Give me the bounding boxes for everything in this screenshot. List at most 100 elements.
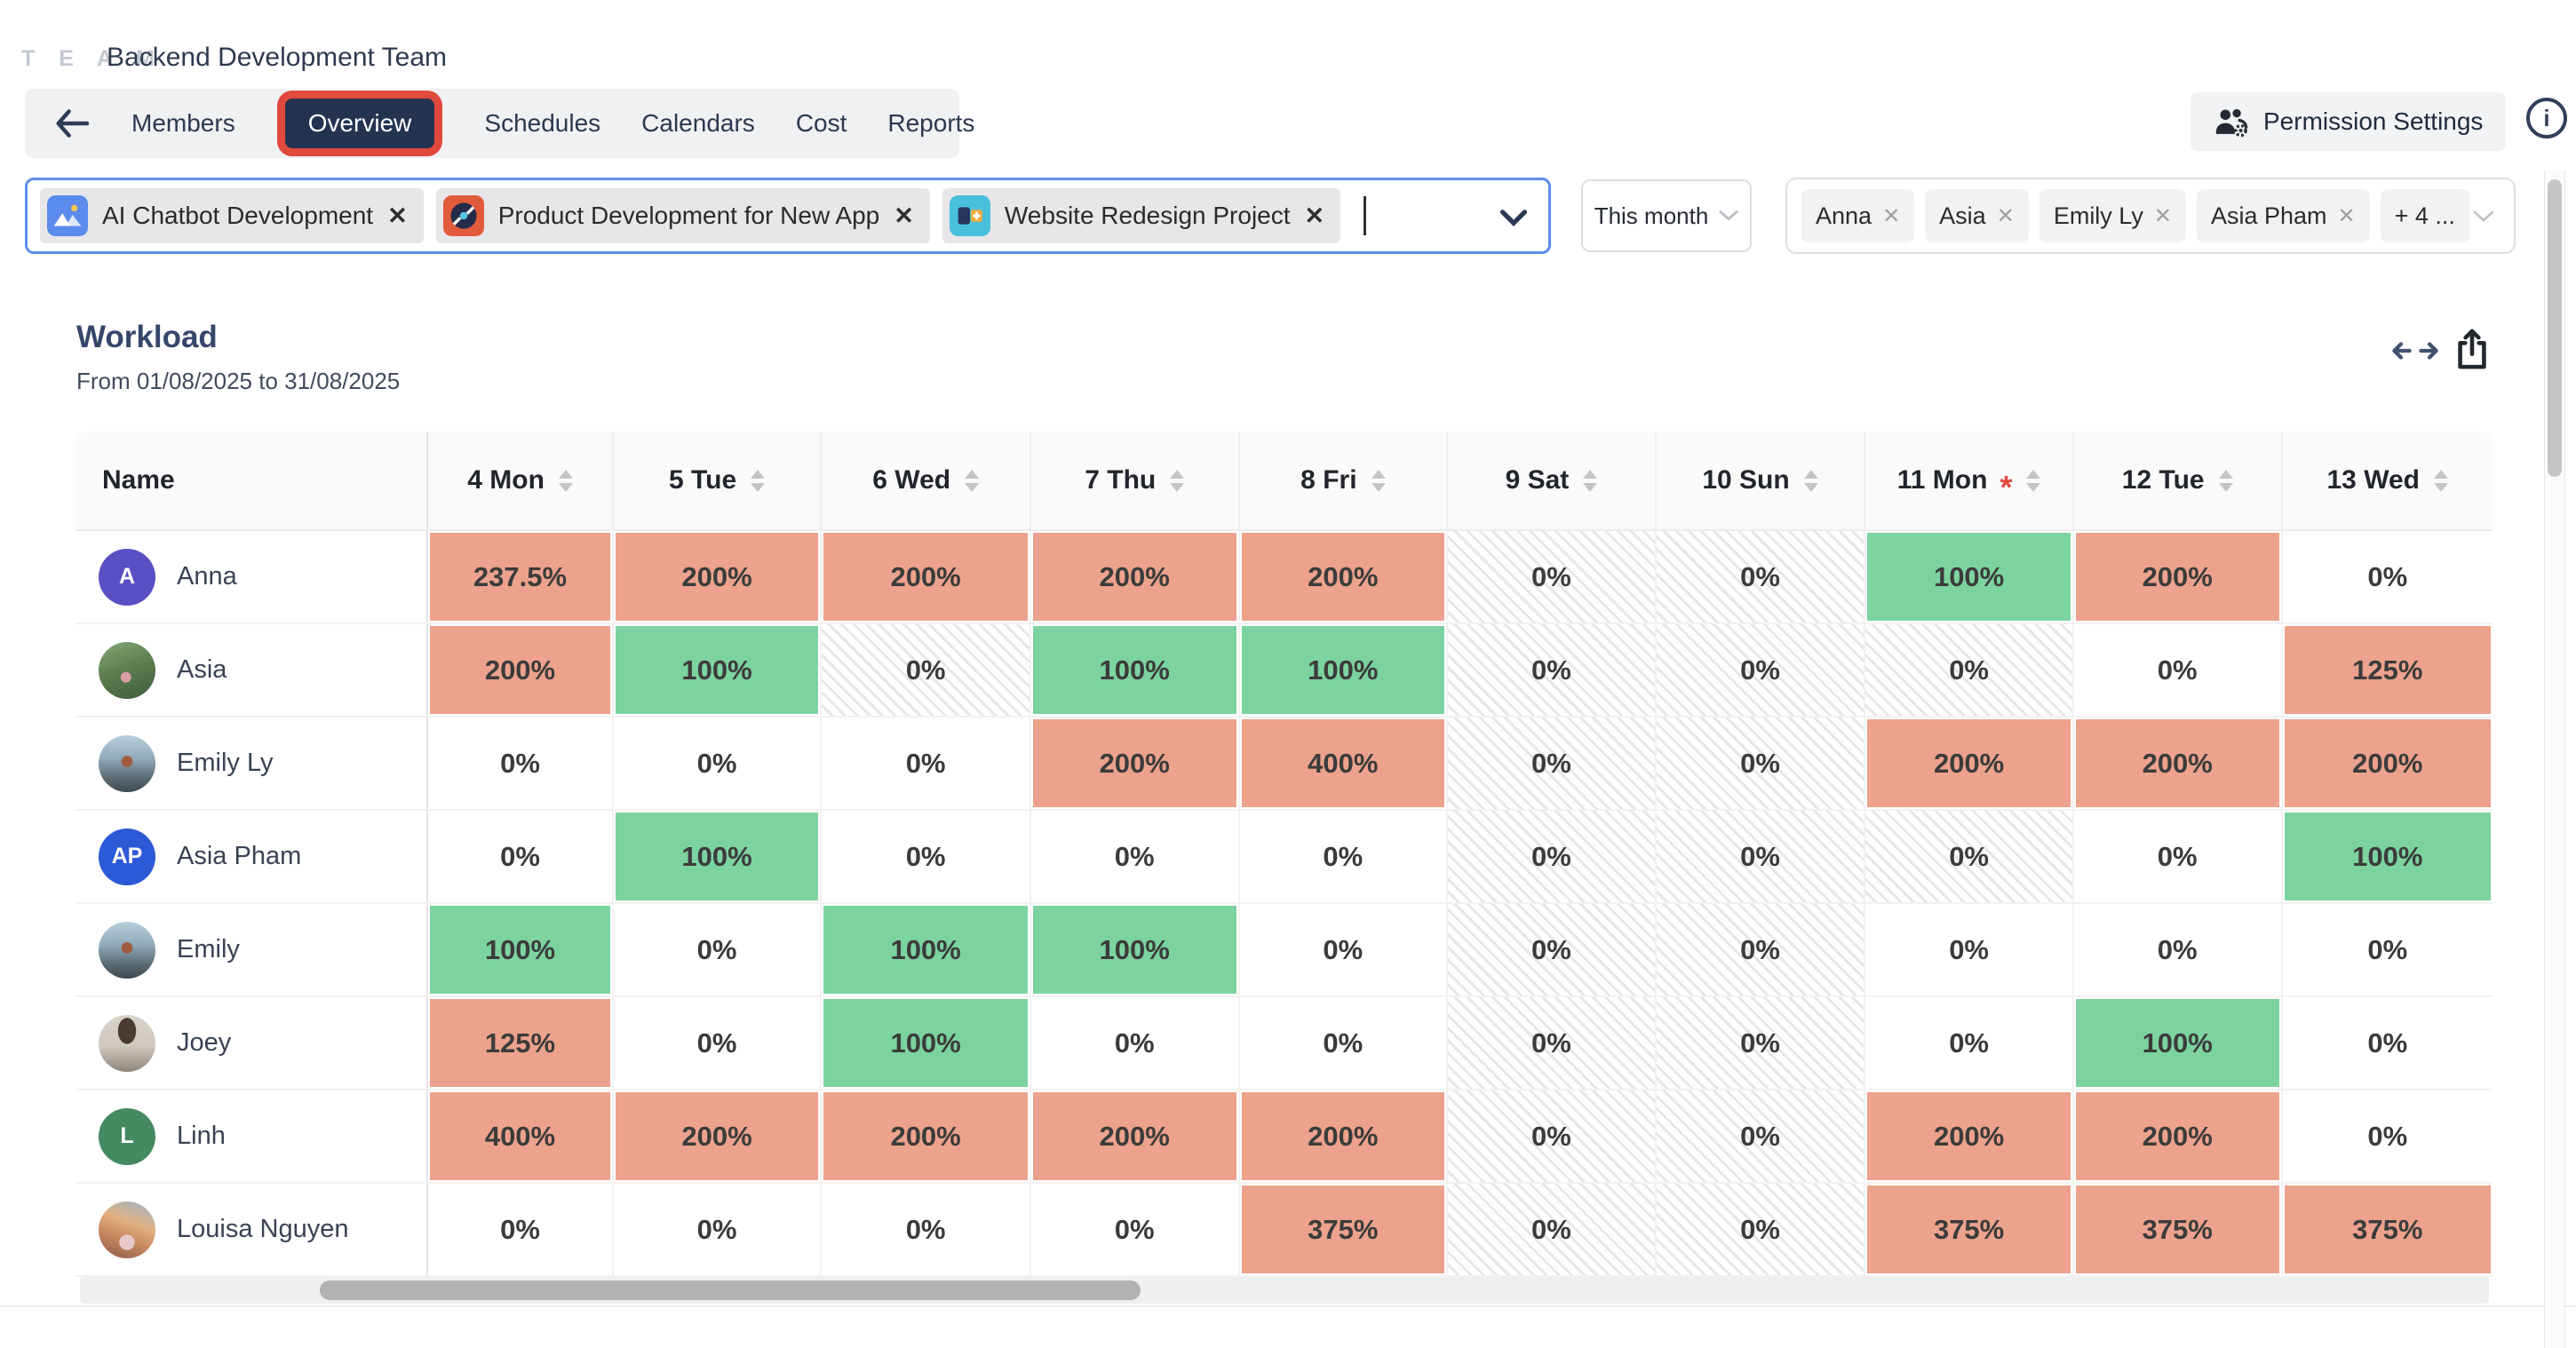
sort-icon[interactable] bbox=[558, 469, 573, 492]
permission-settings-button[interactable]: Permission Settings bbox=[2190, 92, 2507, 151]
workload-cell[interactable]: 200% bbox=[2071, 531, 2281, 622]
chip-remove-icon[interactable]: ✕ bbox=[387, 202, 408, 229]
workload-cell[interactable]: 200% bbox=[1029, 718, 1238, 809]
member-chip[interactable]: Asia ✕ bbox=[1925, 189, 2029, 242]
workload-cell[interactable]: 0% bbox=[820, 1184, 1030, 1275]
tab-calendars[interactable]: Calendars bbox=[641, 109, 755, 137]
member-chip[interactable]: Emily Ly ✕ bbox=[2039, 189, 2186, 242]
workload-cell[interactable]: 0% bbox=[1654, 1090, 1864, 1182]
member-more-chip[interactable]: + 4 ... bbox=[2380, 189, 2469, 242]
date-range-dropdown[interactable]: This month bbox=[1581, 179, 1752, 252]
workload-cell[interactable]: 0% bbox=[820, 718, 1030, 809]
workload-cell[interactable]: 0% bbox=[1029, 1184, 1238, 1275]
chip-remove-icon[interactable]: ✕ bbox=[1882, 203, 1901, 228]
workload-cell[interactable]: 200% bbox=[1029, 1090, 1238, 1182]
workload-cell[interactable]: 200% bbox=[2071, 1090, 2281, 1182]
workload-cell[interactable]: 0% bbox=[1654, 1184, 1864, 1275]
project-chip[interactable]: AI Chatbot Development ✕ bbox=[40, 188, 424, 243]
workload-cell[interactable]: 0% bbox=[1654, 904, 1864, 995]
workload-cell[interactable]: 237.5% bbox=[426, 531, 611, 622]
member-name-cell[interactable]: Emily bbox=[76, 904, 426, 995]
tab-cost[interactable]: Cost bbox=[795, 109, 847, 137]
workload-cell[interactable]: 0% bbox=[611, 718, 821, 809]
workload-cell[interactable]: 0% bbox=[426, 718, 611, 809]
workload-cell[interactable]: 100% bbox=[820, 904, 1030, 995]
workload-cell[interactable]: 0% bbox=[1446, 718, 1655, 809]
workload-cell[interactable]: 0% bbox=[1446, 1090, 1655, 1182]
workload-cell[interactable]: 125% bbox=[426, 997, 611, 1089]
sort-icon[interactable] bbox=[1170, 469, 1185, 492]
member-name-cell[interactable]: Joey bbox=[76, 997, 426, 1089]
workload-cell[interactable]: 375% bbox=[2071, 1184, 2281, 1275]
export-share-button[interactable] bbox=[2452, 327, 2493, 376]
workload-cell[interactable]: 0% bbox=[1864, 997, 2072, 1089]
workload-cell[interactable]: 200% bbox=[1237, 1090, 1447, 1182]
horizontal-scrollbar-thumb[interactable] bbox=[320, 1281, 1141, 1300]
workload-cell[interactable]: 375% bbox=[1864, 1184, 2072, 1275]
workload-cell[interactable]: 0% bbox=[2071, 811, 2281, 902]
workload-cell[interactable]: 0% bbox=[2280, 904, 2493, 995]
workload-cell[interactable]: 0% bbox=[1446, 997, 1655, 1089]
chip-remove-icon[interactable]: ✕ bbox=[2153, 203, 2172, 228]
member-chip[interactable]: Asia Pham ✕ bbox=[2196, 189, 2370, 242]
workload-cell[interactable]: 0% bbox=[2280, 997, 2493, 1089]
workload-cell[interactable]: 400% bbox=[1237, 718, 1447, 809]
workload-cell[interactable]: 400% bbox=[426, 1090, 611, 1182]
sort-icon[interactable] bbox=[965, 469, 980, 492]
workload-cell[interactable]: 200% bbox=[1237, 531, 1447, 622]
workload-cell[interactable]: 0% bbox=[611, 904, 821, 995]
workload-cell[interactable]: 0% bbox=[1237, 997, 1447, 1089]
workload-cell[interactable]: 200% bbox=[1864, 1090, 2072, 1182]
tab-reports[interactable]: Reports bbox=[887, 109, 975, 137]
workload-cell[interactable]: 0% bbox=[1446, 624, 1655, 716]
sort-icon[interactable] bbox=[751, 469, 766, 492]
sort-icon[interactable] bbox=[2218, 469, 2233, 492]
workload-cell[interactable]: 0% bbox=[1446, 531, 1655, 622]
workload-cell[interactable]: 100% bbox=[1237, 624, 1447, 716]
workload-cell[interactable]: 100% bbox=[820, 997, 1030, 1089]
tab-schedules[interactable]: Schedules bbox=[484, 109, 601, 137]
chip-remove-icon[interactable]: ✕ bbox=[1996, 203, 2015, 228]
workload-cell[interactable]: 200% bbox=[611, 531, 821, 622]
workload-cell[interactable]: 200% bbox=[2280, 718, 2493, 809]
workload-cell[interactable]: 200% bbox=[426, 624, 611, 716]
workload-cell[interactable]: 0% bbox=[820, 811, 1030, 902]
workload-cell[interactable]: 0% bbox=[1864, 904, 2072, 995]
sort-icon[interactable] bbox=[1803, 469, 1818, 492]
member-name-cell[interactable]: AP Asia Pham bbox=[76, 811, 426, 902]
member-name-cell[interactable]: Emily Ly bbox=[76, 718, 426, 809]
project-filter-input[interactable]: AI Chatbot Development ✕ Product Developme… bbox=[25, 178, 1551, 254]
workload-cell[interactable]: 0% bbox=[1654, 531, 1864, 622]
info-icon[interactable]: i bbox=[2526, 98, 2567, 139]
sort-icon[interactable] bbox=[2026, 469, 2041, 492]
workload-cell[interactable]: 0% bbox=[2071, 904, 2281, 995]
workload-cell[interactable]: 200% bbox=[1029, 531, 1238, 622]
workload-cell[interactable]: 200% bbox=[820, 1090, 1030, 1182]
workload-cell[interactable]: 0% bbox=[1446, 904, 1655, 995]
sort-icon[interactable] bbox=[1371, 469, 1386, 492]
workload-cell[interactable]: 0% bbox=[2280, 1090, 2493, 1182]
workload-cell[interactable]: 100% bbox=[1029, 624, 1238, 716]
member-name-cell[interactable]: A Anna bbox=[76, 531, 426, 622]
sort-icon[interactable] bbox=[1583, 469, 1598, 492]
chip-remove-icon[interactable]: ✕ bbox=[1304, 202, 1325, 229]
workload-cell[interactable]: 0% bbox=[1654, 811, 1864, 902]
workload-cell[interactable]: 200% bbox=[1864, 718, 2072, 809]
tab-members[interactable]: Members bbox=[131, 109, 235, 137]
vertical-scrollbar-thumb[interactable] bbox=[2548, 179, 2562, 477]
workload-cell[interactable]: 0% bbox=[1237, 904, 1447, 995]
back-button[interactable] bbox=[53, 108, 91, 139]
member-name-cell[interactable]: L Linh bbox=[76, 1090, 426, 1182]
workload-cell[interactable]: 0% bbox=[1864, 624, 2072, 716]
vertical-scrollbar[interactable] bbox=[2544, 170, 2565, 1348]
workload-cell[interactable]: 375% bbox=[2280, 1184, 2493, 1275]
workload-cell[interactable]: 0% bbox=[611, 997, 821, 1089]
project-chip[interactable]: Product Development for New App ✕ bbox=[435, 188, 930, 243]
workload-cell[interactable]: 0% bbox=[1654, 997, 1864, 1089]
workload-cell[interactable]: 125% bbox=[2280, 624, 2493, 716]
workload-cell[interactable]: 100% bbox=[611, 811, 821, 902]
workload-cell[interactable]: 0% bbox=[820, 624, 1030, 716]
member-filter-input[interactable]: Anna ✕ Asia ✕ Emily Ly ✕ Asia Pham ✕ + 4 ... bbox=[1785, 178, 2516, 254]
workload-cell[interactable]: 0% bbox=[1864, 811, 2072, 902]
project-chip[interactable]: Website Redesign Project ✕ bbox=[942, 188, 1341, 243]
